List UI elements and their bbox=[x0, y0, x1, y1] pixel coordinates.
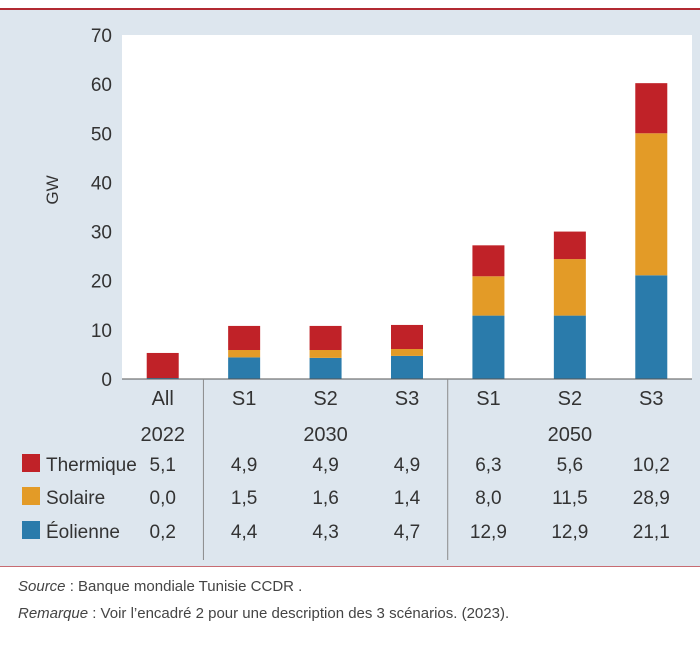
bar-segment-thermique bbox=[228, 325, 261, 351]
top-rule bbox=[0, 8, 700, 10]
y-tick-label: 70 bbox=[91, 26, 112, 47]
group-label: 2030 bbox=[303, 424, 348, 446]
table-cell: 4,3 bbox=[312, 522, 338, 543]
legend-label: Éolienne bbox=[46, 522, 120, 543]
table-cell: 21,1 bbox=[633, 522, 670, 543]
table-cell: 0,2 bbox=[150, 522, 176, 543]
table-cell: 4,7 bbox=[394, 522, 420, 543]
group-separators bbox=[202, 379, 449, 560]
y-tick-label: 10 bbox=[91, 321, 112, 342]
table-cell: 10,2 bbox=[633, 455, 670, 476]
table-cell: 1,4 bbox=[394, 488, 421, 509]
table-cell: 5,6 bbox=[557, 455, 583, 476]
table-cell: 12,9 bbox=[551, 522, 588, 543]
bar-segment-thermique bbox=[391, 324, 423, 350]
bar-segment-eolienne bbox=[391, 355, 423, 379]
remark-note: Remarque : Voir l’encadré 2 pour une des… bbox=[18, 605, 509, 622]
legend-label: Solaire bbox=[46, 488, 105, 509]
source-note: Source : Banque mondiale Tunisie CCDR . bbox=[18, 578, 302, 595]
source-label: Source bbox=[18, 578, 66, 595]
bar-segment-solaire bbox=[391, 349, 423, 356]
table-cell: 8,0 bbox=[475, 488, 501, 509]
table-cell: 28,9 bbox=[633, 488, 670, 509]
y-tick-label: 40 bbox=[91, 173, 112, 194]
bar-segment-thermique bbox=[472, 245, 505, 277]
bar-segment-solaire bbox=[472, 276, 505, 316]
bar-segment-eolienne bbox=[309, 357, 342, 379]
legend-label: Thermique bbox=[46, 455, 137, 476]
bottom-rule bbox=[0, 566, 700, 567]
table-cell: 5,1 bbox=[150, 455, 176, 476]
table-cell: 1,6 bbox=[312, 488, 338, 509]
table-cell: 1,5 bbox=[231, 488, 257, 509]
legend-swatch bbox=[22, 454, 40, 472]
table-cell: 12,9 bbox=[470, 522, 507, 543]
table-cell: 4,9 bbox=[312, 455, 338, 476]
category-label: S2 bbox=[313, 388, 337, 410]
bar-segment-eolienne bbox=[228, 357, 261, 379]
bar-segment-solaire bbox=[635, 133, 668, 276]
y-axis: 0 10 20 30 40 50 60 70 bbox=[91, 26, 112, 391]
data-table: Thermique 5,1 4,9 4,9 4,9 6,3 5,6 10,2 Solaire 0,… bbox=[22, 454, 670, 543]
plot-area bbox=[122, 35, 692, 379]
y-axis-label: GW bbox=[43, 175, 62, 204]
y-tick-label: 0 bbox=[101, 370, 112, 391]
group-label: 2050 bbox=[548, 424, 593, 446]
table-cell: 6,3 bbox=[475, 455, 501, 476]
category-label: S3 bbox=[395, 388, 419, 410]
y-tick-label: 60 bbox=[91, 75, 112, 96]
category-label: All bbox=[152, 388, 174, 410]
table-cell: 4,9 bbox=[231, 455, 257, 476]
group-labels: 2022 2030 2050 bbox=[140, 424, 592, 446]
legend-swatch bbox=[22, 487, 40, 505]
bars bbox=[146, 83, 668, 379]
group-label: 2022 bbox=[140, 424, 185, 446]
remark-text: : Voir l’encadré 2 pour une description … bbox=[88, 605, 510, 622]
bar-segment-thermique bbox=[146, 352, 179, 379]
bar-segment-thermique bbox=[635, 83, 668, 134]
bar-segment-eolienne bbox=[635, 275, 668, 379]
remark-label: Remarque bbox=[18, 605, 89, 622]
table-cell: 0,0 bbox=[150, 488, 176, 509]
bar-segment-solaire bbox=[309, 350, 342, 358]
y-tick-label: 50 bbox=[91, 124, 112, 145]
category-label: S3 bbox=[639, 388, 663, 410]
bar-segment-eolienne bbox=[553, 315, 586, 379]
table-cell: 11,5 bbox=[552, 488, 588, 509]
y-tick-label: 30 bbox=[91, 223, 112, 244]
legend-swatch bbox=[22, 521, 40, 539]
table-cell: 4,9 bbox=[394, 455, 420, 476]
bar-segment-thermique bbox=[309, 325, 342, 351]
category-label: S1 bbox=[476, 388, 500, 410]
bar-segment-thermique bbox=[553, 231, 586, 260]
source-text: : Banque mondiale Tunisie CCDR . bbox=[65, 578, 303, 595]
bar-segment-eolienne bbox=[472, 315, 505, 379]
y-tick-label: 20 bbox=[91, 272, 112, 293]
bar-segment-solaire bbox=[553, 259, 586, 316]
category-labels: All S1 S2 S3 S1 S2 S3 bbox=[152, 388, 664, 410]
bar-segment-solaire bbox=[228, 350, 261, 358]
category-label: S2 bbox=[558, 388, 582, 410]
table-cell: 4,4 bbox=[231, 522, 258, 543]
category-label: S1 bbox=[232, 388, 256, 410]
